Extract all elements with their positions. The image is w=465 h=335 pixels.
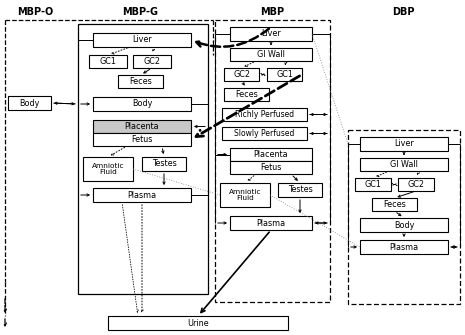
FancyBboxPatch shape: [398, 178, 434, 191]
FancyBboxPatch shape: [360, 158, 448, 171]
FancyBboxPatch shape: [133, 55, 171, 68]
FancyBboxPatch shape: [93, 120, 191, 133]
FancyBboxPatch shape: [142, 157, 186, 171]
Text: GI Wall: GI Wall: [257, 50, 285, 59]
FancyBboxPatch shape: [220, 183, 270, 207]
Text: GC2: GC2: [233, 70, 250, 79]
FancyBboxPatch shape: [93, 97, 191, 111]
FancyBboxPatch shape: [278, 183, 322, 197]
FancyBboxPatch shape: [93, 33, 191, 47]
FancyBboxPatch shape: [222, 108, 307, 121]
Text: Plasma: Plasma: [127, 191, 157, 200]
FancyBboxPatch shape: [108, 316, 288, 330]
FancyBboxPatch shape: [230, 48, 312, 61]
Text: Fetus: Fetus: [131, 135, 153, 144]
Text: Richly Perfused: Richly Perfused: [235, 110, 294, 119]
Text: Feces: Feces: [129, 77, 152, 86]
Text: Testes: Testes: [288, 186, 312, 195]
FancyBboxPatch shape: [230, 216, 312, 230]
Text: MBP-O: MBP-O: [17, 7, 53, 17]
FancyBboxPatch shape: [222, 127, 307, 140]
Text: Liver: Liver: [394, 139, 414, 148]
Text: Fetus: Fetus: [260, 163, 282, 172]
Text: Plasma: Plasma: [390, 243, 418, 252]
Text: Placenta: Placenta: [125, 122, 159, 131]
FancyBboxPatch shape: [224, 88, 269, 101]
Text: Liver: Liver: [132, 36, 152, 45]
FancyBboxPatch shape: [230, 148, 312, 161]
Text: Slowly Perfused: Slowly Perfused: [234, 129, 295, 138]
Text: GC1: GC1: [100, 57, 116, 66]
Text: Amniotic
Fluid: Amniotic Fluid: [229, 189, 261, 201]
FancyBboxPatch shape: [360, 137, 448, 151]
FancyBboxPatch shape: [230, 161, 312, 174]
Text: Testes: Testes: [152, 159, 176, 169]
FancyBboxPatch shape: [372, 198, 417, 211]
Text: GC2: GC2: [144, 57, 160, 66]
FancyBboxPatch shape: [224, 68, 259, 81]
Text: GI Wall: GI Wall: [390, 160, 418, 169]
Text: GC1: GC1: [365, 180, 381, 189]
Text: Body: Body: [20, 98, 40, 108]
Text: DBP: DBP: [392, 7, 414, 17]
FancyBboxPatch shape: [93, 133, 191, 146]
FancyBboxPatch shape: [215, 20, 330, 302]
Text: Body: Body: [132, 99, 152, 109]
Text: Placenta: Placenta: [254, 150, 288, 159]
FancyBboxPatch shape: [78, 24, 208, 294]
FancyBboxPatch shape: [348, 130, 460, 304]
FancyBboxPatch shape: [8, 96, 51, 110]
FancyBboxPatch shape: [267, 68, 302, 81]
Text: MBP-G: MBP-G: [122, 7, 158, 17]
Text: Liver: Liver: [261, 29, 281, 39]
Text: GC1: GC1: [276, 70, 293, 79]
Text: Plasma: Plasma: [256, 218, 286, 227]
Text: GC2: GC2: [407, 180, 425, 189]
FancyBboxPatch shape: [230, 27, 312, 41]
FancyBboxPatch shape: [89, 55, 127, 68]
Text: Amniotic
Fluid: Amniotic Fluid: [92, 162, 124, 176]
FancyBboxPatch shape: [83, 157, 133, 181]
Text: Feces: Feces: [235, 90, 258, 99]
FancyBboxPatch shape: [360, 218, 448, 232]
FancyBboxPatch shape: [360, 240, 448, 254]
Text: MBP: MBP: [260, 7, 284, 17]
Text: Body: Body: [394, 220, 414, 229]
Text: Feces: Feces: [383, 200, 406, 209]
FancyBboxPatch shape: [118, 75, 163, 88]
FancyBboxPatch shape: [93, 188, 191, 202]
Text: Urine: Urine: [187, 319, 209, 328]
FancyBboxPatch shape: [355, 178, 391, 191]
